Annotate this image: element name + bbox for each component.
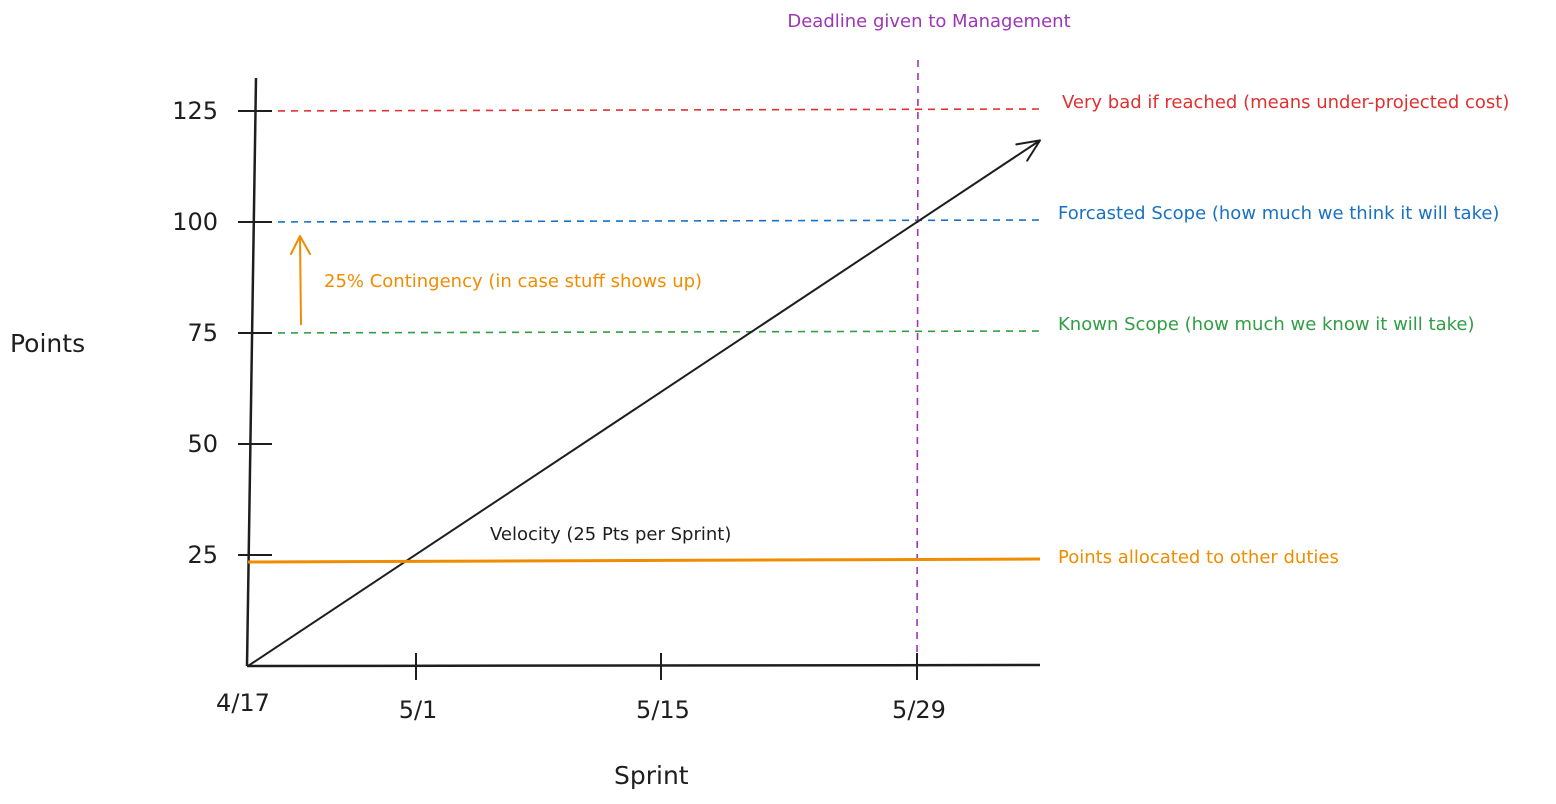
y-tick-label-50: 50 (187, 430, 218, 458)
contingency-arrow-head (290, 235, 311, 255)
y-tick-label-75: 75 (187, 319, 218, 347)
reference-lines: Very bad if reached (means under-project… (251, 92, 1509, 335)
y-axis-title: Points (10, 329, 85, 358)
x-axis-line (246, 663, 1041, 668)
y-tick-label-125: 125 (172, 97, 218, 125)
ref-line-label-75: Known Scope (how much we know it will ta… (1058, 314, 1475, 335)
y-ticks: 25 50 75 100 125 (172, 97, 272, 569)
velocity-arrowhead (1015, 139, 1041, 162)
y-tick-label-25: 25 (187, 541, 218, 569)
ref-line-100 (251, 219, 1041, 223)
x-axis-title: Sprint (614, 761, 689, 790)
ref-line-125 (251, 108, 1041, 112)
ref-line-label-100: Forcasted Scope (how much we think it wi… (1058, 203, 1499, 224)
x-tick-label-5-29: 5/29 (892, 696, 946, 724)
x-tick-label-5-1: 5/1 (399, 696, 438, 724)
x-ticks: 4/17 5/1 5/15 5/29 (216, 653, 946, 724)
x-tick-label-5-15: 5/15 (636, 696, 690, 724)
contingency-arrow-shaft (299, 235, 302, 326)
ref-line-75 (251, 330, 1041, 334)
contingency-label: 25% Contingency (in case stuff shows up) (324, 271, 702, 292)
other-duties-line (247, 557, 1041, 564)
series-group: Velocity (25 Pts per Sprint) Points alloc… (247, 139, 1339, 667)
contingency-group: 25% Contingency (in case stuff shows up) (290, 235, 702, 326)
y-axis-line (245, 77, 258, 667)
velocity-label: Velocity (25 Pts per Sprint) (490, 524, 731, 545)
x-tick-label-4-17: 4/17 (216, 689, 270, 717)
deadline-group: Deadline given to Management (787, 11, 1071, 665)
velocity-line (247, 139, 1041, 667)
deadline-label: Deadline given to Management (787, 11, 1070, 32)
other-duties-label: Points allocated to other duties (1058, 547, 1339, 568)
ref-line-label-125: Very bad if reached (means under-project… (1062, 92, 1509, 113)
y-tick-label-100: 100 (172, 208, 218, 236)
deadline-line (916, 59, 919, 665)
chart-axes (245, 77, 1041, 668)
